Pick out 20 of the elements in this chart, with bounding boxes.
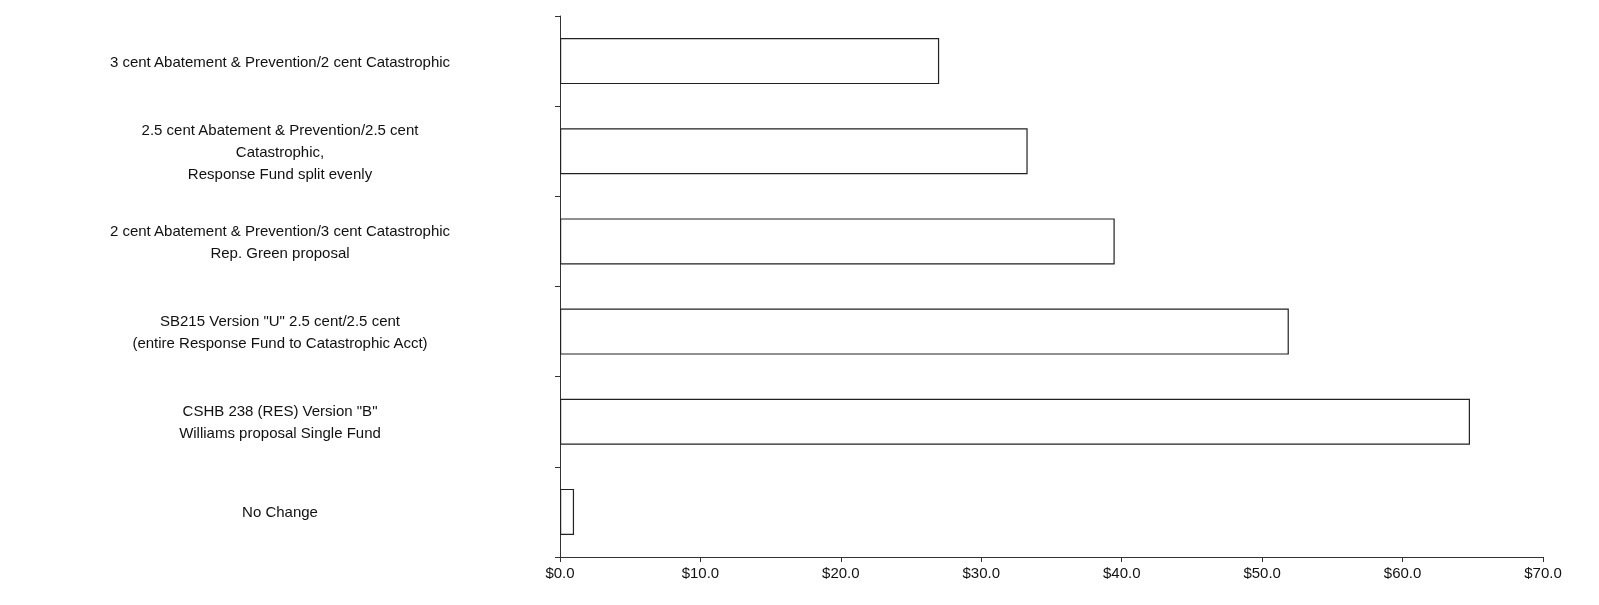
bar — [560, 398, 1470, 445]
bar — [560, 128, 1028, 175]
bar — [560, 38, 940, 85]
x-tick-label: $60.0 — [1383, 564, 1422, 581]
x-tick-label: $0.0 — [545, 564, 575, 581]
bar — [560, 488, 575, 535]
x-tick-label: $70.0 — [1524, 564, 1562, 581]
x-tick-label: $50.0 — [1243, 564, 1281, 581]
bar — [560, 308, 1289, 355]
y-tick-label: CSHB 238 (RES) Version "B" Williams proposal Single Fund — [179, 402, 381, 442]
y-tick-label: SB215 Version "U" 2.5 cent/2.5 cent (entire Response Fund to Catastrophic Acct) — [132, 312, 428, 352]
y-tick-label: 2.5 cent Abatement & Prevention/2.5 cent Catastrophic, Response Fund split evenly — [141, 120, 420, 182]
x-tick-label: $30.0 — [962, 564, 1001, 581]
y-tick-label: 2 cent Abatement & Prevention/3 cent Catastrophic Rep. Green proposal — [109, 221, 451, 261]
x-tick-label: $40.0 — [1102, 564, 1141, 581]
y-tick-label: No Change — [242, 503, 318, 521]
y-tick-label: 3 cent Abatement & Prevention/2 cent Catastrophic — [109, 52, 451, 70]
x-tick-label: $10.0 — [681, 564, 720, 581]
bar — [560, 218, 1115, 265]
x-tick-label: $20.0 — [822, 564, 860, 581]
